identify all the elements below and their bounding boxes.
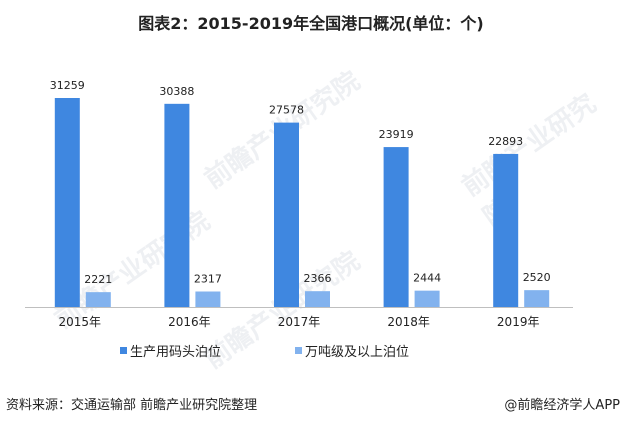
data-label: 2520 — [523, 271, 551, 284]
source-note: 资料来源：交通运输部 前瞻产业研究院整理 — [6, 398, 258, 413]
chart-title: 图表2：2015-2019年全国港口概况(单位：个) — [138, 14, 484, 33]
bar — [524, 290, 550, 307]
bar — [305, 291, 330, 307]
bar — [383, 147, 409, 307]
bar — [195, 291, 221, 307]
legend-item-1: 生产用码头泊位 — [120, 341, 221, 360]
bar — [274, 122, 299, 307]
legend-swatch — [295, 347, 302, 354]
data-label: 2317 — [194, 273, 222, 286]
brand-label: @前瞻经济学人APP — [504, 398, 620, 413]
data-label: 31259 — [50, 79, 85, 92]
x-tick-label: 2016年 — [168, 315, 211, 329]
x-tick-label: 2019年 — [497, 315, 540, 329]
data-label: 2366 — [304, 272, 332, 285]
bar — [493, 153, 519, 307]
x-tick-label: 2018年 — [387, 315, 430, 329]
legend-label: 生产用码头泊位 — [130, 345, 222, 360]
data-label: 27578 — [269, 104, 304, 117]
data-label: 2444 — [413, 272, 441, 285]
legend-item-2: 万吨级及以上泊位 — [295, 341, 409, 360]
legend-label: 万吨级及以上泊位 — [305, 345, 410, 360]
x-tick-label: 2017年 — [278, 315, 321, 329]
bar — [164, 103, 190, 307]
data-label: 22893 — [488, 135, 523, 148]
legend-swatch — [120, 347, 127, 354]
bar — [85, 292, 111, 307]
data-label: 23919 — [379, 128, 414, 141]
data-label: 2221 — [84, 273, 112, 286]
x-tick-label: 2015年 — [59, 315, 102, 329]
data-label: 30388 — [159, 85, 194, 98]
bar — [54, 98, 80, 307]
bar — [414, 290, 440, 307]
